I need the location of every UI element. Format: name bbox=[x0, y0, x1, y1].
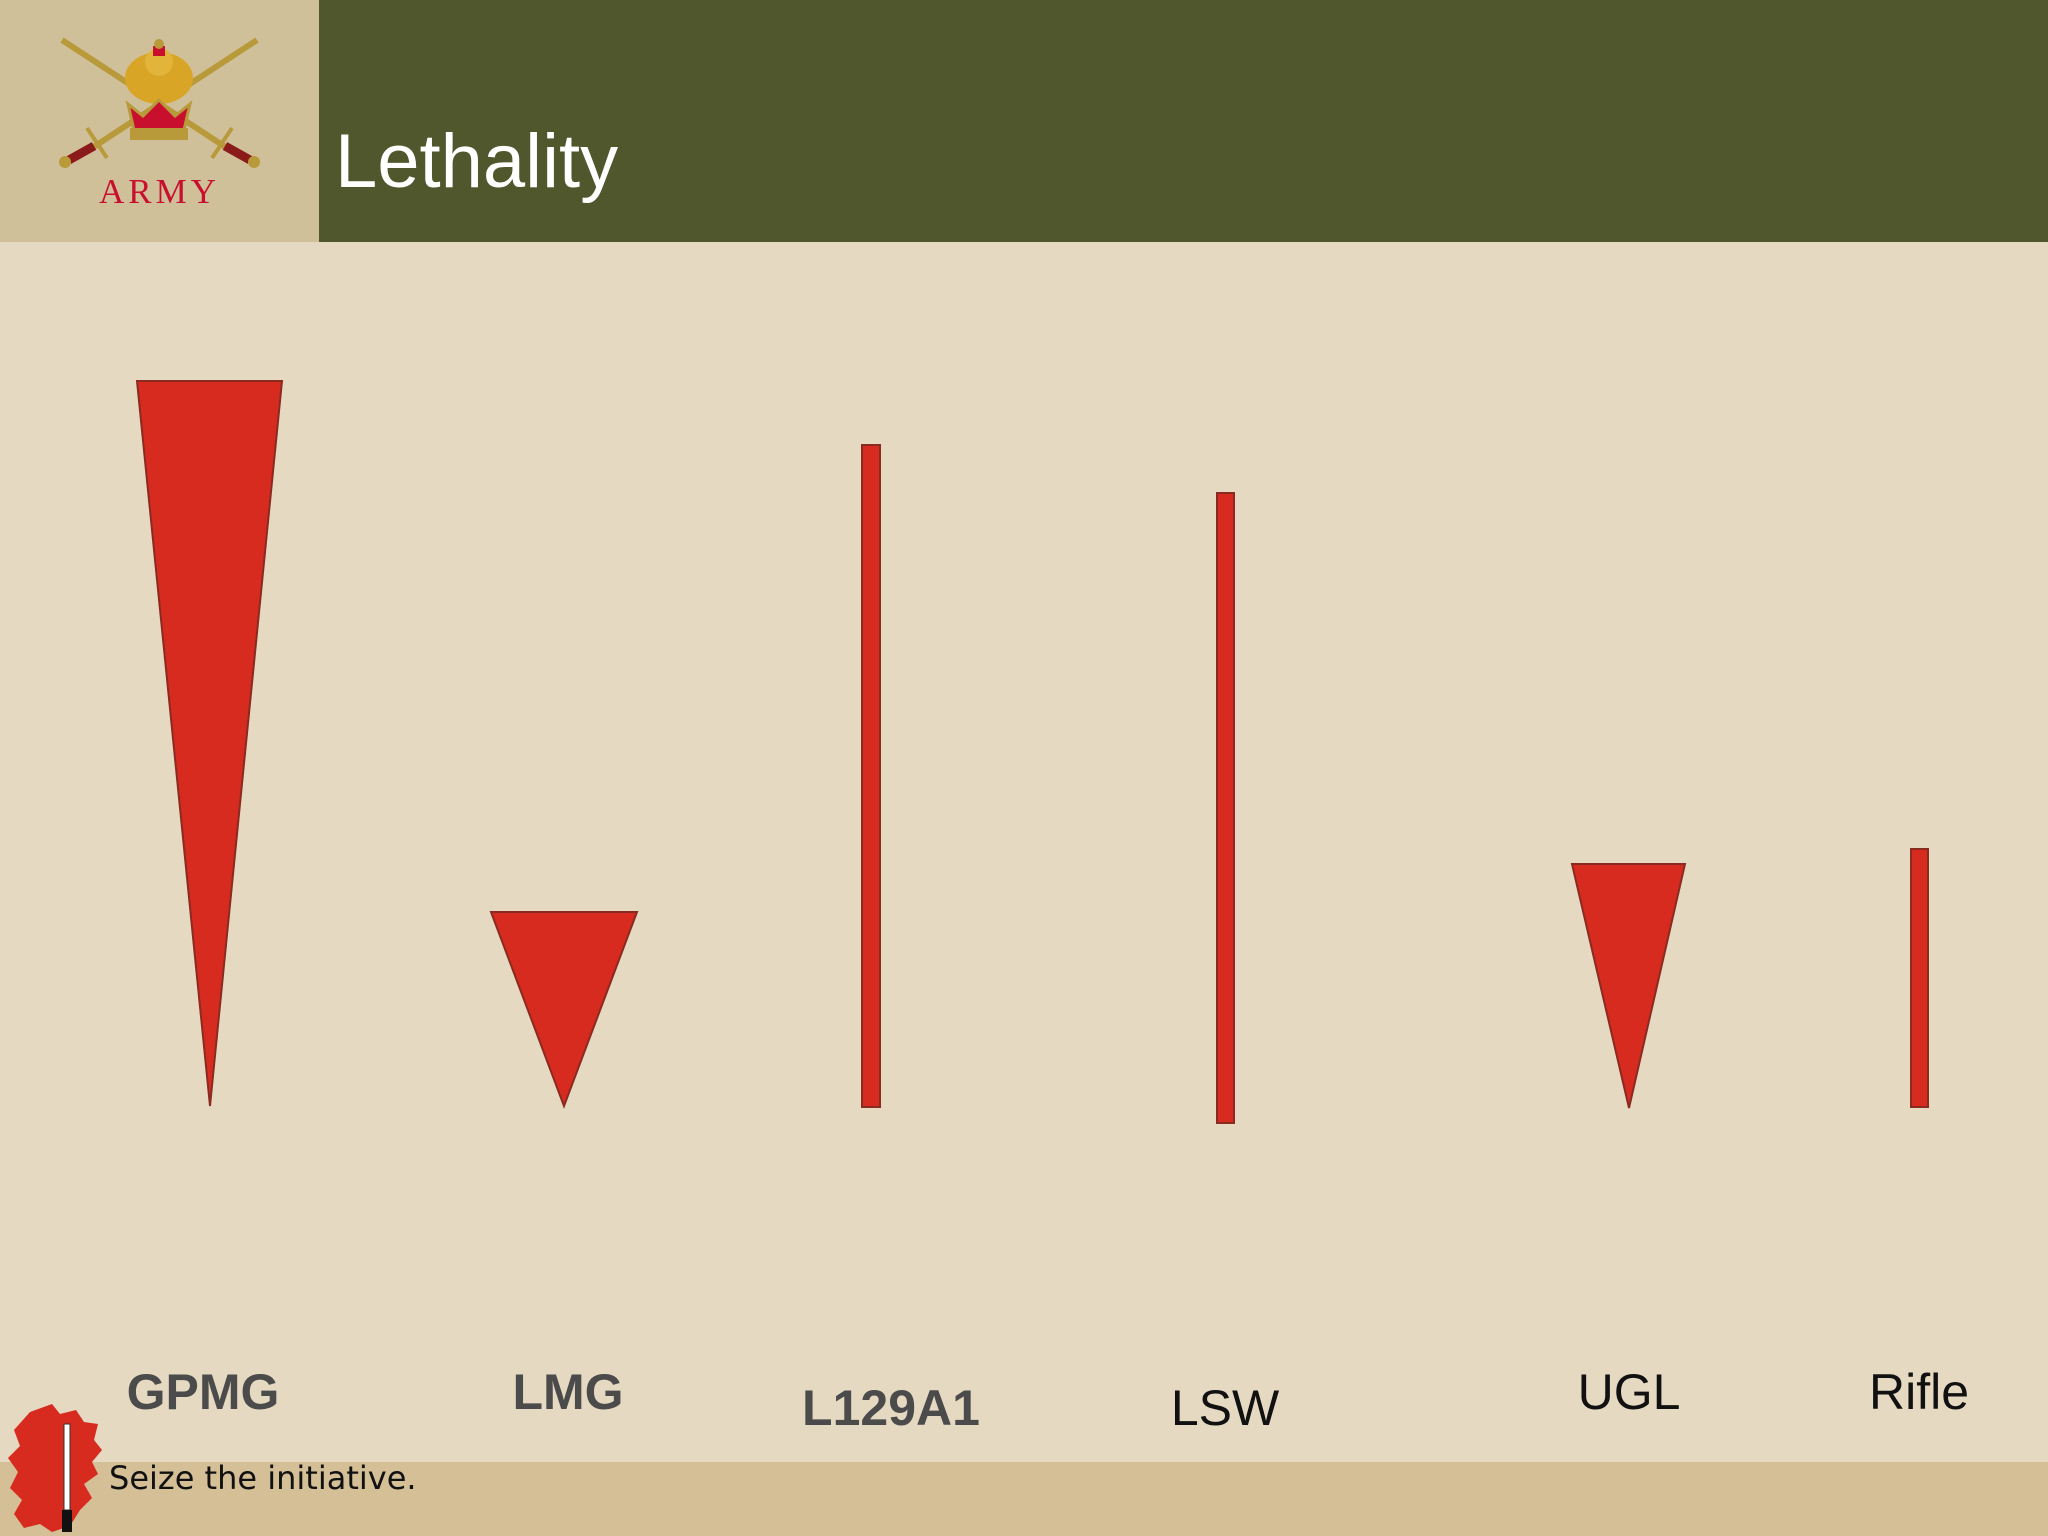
weapon-label-l129a1: L129A1 bbox=[802, 1380, 980, 1436]
weapon-label-lsw: LSW bbox=[1170, 1380, 1280, 1436]
weapon-label-rifle: Rifle bbox=[1868, 1364, 1970, 1420]
ugl-wedge bbox=[1570, 863, 1687, 1109]
lmg-wedge bbox=[489, 911, 639, 1109]
footer-band bbox=[0, 1462, 2048, 1536]
slide-title: Lethality bbox=[335, 119, 619, 204]
l129a1-bar bbox=[861, 444, 881, 1108]
footer-tagline: Seize the initiative. bbox=[109, 1459, 417, 1497]
lsw-bar bbox=[1216, 492, 1235, 1124]
weapon-label-ugl: UGL bbox=[1577, 1364, 1681, 1420]
weapon-label-lmg: LMG bbox=[512, 1364, 624, 1420]
army-logo-text: ARMY bbox=[98, 172, 221, 211]
crossed-swords-crown-icon bbox=[59, 37, 260, 168]
header-band bbox=[0, 0, 2048, 242]
gpmg-wedge bbox=[135, 380, 284, 1107]
division-map-knife-icon bbox=[8, 1404, 102, 1532]
rifle-bar bbox=[1910, 848, 1929, 1108]
weapon-label-gpmg: GPMG bbox=[126, 1364, 280, 1420]
army-logo: ARMY bbox=[0, 0, 319, 242]
